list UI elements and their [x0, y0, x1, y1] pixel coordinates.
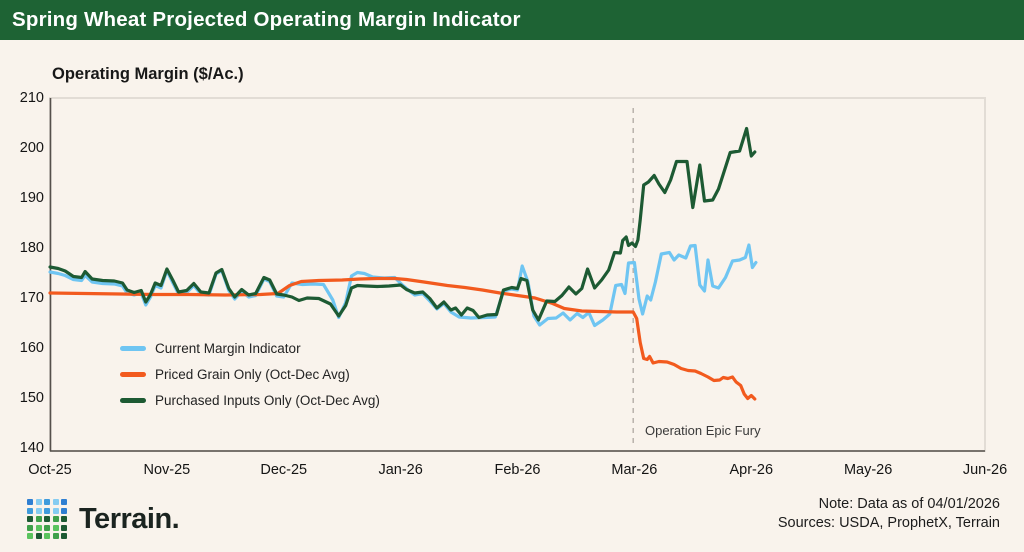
y-tick-label: 200 [19, 140, 44, 156]
footnote-date: Note: Data as of 04/01/2026 [818, 496, 1000, 512]
logo-cell [61, 499, 67, 505]
x-tick-label: Feb-26 [494, 462, 541, 478]
logo-cell [35, 499, 42, 505]
legend-label: Purchased Inputs Only (Oct-Dec Avg) [155, 393, 380, 408]
y-tick-label: 160 [19, 340, 44, 356]
logo-cell [44, 533, 50, 539]
series-line-purchased-inputs-only-oct-dec-avg [48, 126, 757, 322]
x-tick-label: Dec-25 [260, 462, 308, 478]
y-tick-label: 140 [19, 440, 44, 456]
logo-cell [35, 533, 42, 539]
x-tick-label: Jun-26 [962, 462, 1008, 478]
logo-cell [44, 507, 50, 514]
terrain-brand: Terrain. [27, 499, 180, 539]
y-tick-label: 150 [19, 390, 44, 406]
x-tick-label: Apr-26 [729, 462, 774, 478]
series-line-priced-grain-only-oct-dec-avg [48, 276, 757, 401]
logo-cell [27, 524, 33, 531]
header-bar: Spring Wheat Projected Operating Margin … [0, 0, 1024, 40]
footnote-sources: Sources: USDA, ProphetX, Terrain [777, 515, 1000, 531]
logo-cell [35, 507, 42, 514]
terrain-logo-icon [27, 499, 67, 539]
logo-cell [52, 499, 59, 505]
legend-label: Current Margin Indicator [155, 341, 301, 356]
legend-item: Current Margin Indicator [120, 341, 380, 356]
y-tick-label: 190 [19, 190, 44, 206]
logo-cell [35, 516, 42, 522]
logo-cell [61, 533, 67, 539]
logo-cell [44, 524, 50, 531]
x-tick-label: Oct-25 [28, 462, 72, 478]
logo-cell [44, 516, 50, 522]
logo-cell [61, 524, 67, 531]
logo-cell [27, 507, 33, 514]
logo-cell [52, 533, 59, 539]
x-tick-label: Nov-25 [143, 462, 191, 478]
footnote: Note: Data as of 04/01/2026 Sources: USD… [778, 495, 1000, 533]
x-tick-label: May-26 [843, 462, 893, 478]
page-title: Spring Wheat Projected Operating Margin … [12, 8, 521, 31]
logo-cell [27, 533, 33, 539]
legend-item: Priced Grain Only (Oct-Dec Avg) [120, 367, 380, 382]
legend-label: Priced Grain Only (Oct-Dec Avg) [155, 367, 350, 382]
terrain-wordmark: Terrain. [79, 502, 180, 535]
legend: Current Margin Indicator Priced Grain Onl… [120, 341, 380, 408]
x-tick-label: Mar-26 [611, 462, 658, 478]
logo-cell [61, 516, 67, 522]
y-tick-label: 170 [19, 290, 44, 306]
event-annotation-label: Operation Epic Fury [645, 423, 761, 438]
y-tick-label: 180 [19, 240, 44, 256]
legend-swatch-icon [120, 346, 146, 351]
logo-cell [52, 507, 59, 514]
logo-cell [61, 507, 67, 514]
legend-swatch-icon [120, 398, 146, 403]
legend-swatch-icon [120, 372, 146, 377]
y-axis-title: Operating Margin ($/Ac.) [52, 65, 244, 83]
logo-cell [35, 524, 42, 531]
logo-cell [44, 499, 50, 505]
logo-cell [27, 516, 33, 522]
logo-cell [52, 516, 59, 522]
logo-cell [52, 524, 59, 531]
y-tick-label: 210 [19, 90, 44, 106]
legend-item: Purchased Inputs Only (Oct-Dec Avg) [120, 393, 380, 408]
logo-cell [27, 499, 33, 505]
x-tick-label: Jan-26 [378, 462, 423, 478]
